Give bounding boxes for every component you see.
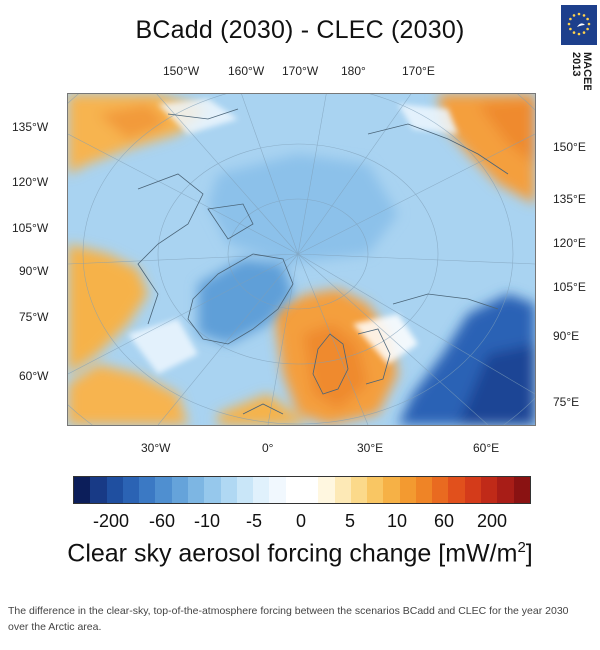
colorbar-cell: [253, 477, 270, 503]
unit-close: ]: [525, 539, 533, 568]
lon-label-left: 120°W: [12, 175, 49, 189]
colorbar-cell: [155, 477, 172, 503]
colorbar-cell: [74, 477, 91, 503]
colorbar-cell: [350, 477, 368, 503]
colorbar-cell: [415, 477, 433, 503]
lon-label-right: 105°E: [553, 280, 586, 294]
colorbar-cell: [334, 477, 351, 503]
map-title: BCadd (2030) - CLEC (2030): [135, 16, 465, 44]
colorbar-cell: [269, 477, 286, 503]
logo-text: MACEB 2013: [562, 50, 598, 92]
unit-exponent: 2: [517, 539, 526, 556]
colorbar-cell: [464, 477, 482, 503]
colorbar-cell: [285, 477, 302, 503]
colorbar-cell: [383, 477, 400, 503]
colorbar-cell: [513, 477, 530, 503]
arctic-forcing-map: [67, 93, 536, 426]
colorbar-cell: [171, 477, 188, 503]
colorbar-cell: [122, 477, 140, 503]
logo-name: MACEB: [581, 52, 593, 90]
colorbar-tick-label: 200: [476, 511, 508, 531]
lon-label-right: 135°E: [553, 192, 586, 206]
colorbar-cell: [497, 477, 514, 503]
colorbar-cell: [106, 477, 123, 503]
colorbar-unit-label: Clear sky aerosol forcing change [mW/m2]: [0, 539, 600, 568]
lon-label-right: 75°E: [553, 395, 580, 409]
colorbar-cell: [481, 477, 498, 503]
lon-label-bottom: 60°E: [473, 441, 500, 455]
colorbar-tick-label: 0: [295, 511, 307, 531]
logo-year: 2013: [570, 52, 582, 76]
lon-label-bottom: 30°W: [141, 441, 171, 455]
lon-label-top: 150°W: [163, 64, 200, 78]
colorbar-tick-label: 10: [386, 511, 408, 531]
lon-label-bottom: 30°E: [357, 441, 384, 455]
colorbar-tick-label: 5: [344, 511, 356, 531]
colorbar-cell: [139, 477, 156, 503]
colorbar-cell: [204, 477, 221, 503]
colorbar-tick-label: -200: [92, 511, 130, 531]
maceb-logo: [561, 5, 597, 45]
map-canvas: [68, 94, 535, 425]
colorbar: [73, 476, 531, 504]
colorbar-cell: [90, 477, 107, 503]
lon-label-top: 170°W: [282, 64, 319, 78]
colorbar-tick-label: -60: [148, 511, 176, 531]
lon-label-top: 160°W: [228, 64, 265, 78]
lon-label-right: 150°E: [553, 140, 586, 154]
colorbar-tick-label: -10: [193, 511, 221, 531]
lon-label-top: 170°E: [402, 64, 435, 78]
lon-label-top: 180°: [341, 64, 366, 78]
colorbar-cell: [399, 477, 416, 503]
figure-caption: The difference in the clear-sky, top-of-…: [8, 605, 569, 633]
eu-stars-icon: [567, 12, 591, 36]
lon-label-right: 90°E: [553, 329, 580, 343]
lon-label-left: 75°W: [19, 310, 49, 324]
colorbar-cell: [236, 477, 254, 503]
lon-label-bottom: 0°: [262, 441, 274, 455]
colorbar-cell: [318, 477, 335, 503]
lon-label-left: 135°W: [12, 120, 49, 134]
colorbar-cell: [448, 477, 465, 503]
colorbar-cell: [220, 477, 237, 503]
colorbar-cell: [187, 477, 205, 503]
lon-label-left: 60°W: [19, 369, 49, 383]
colorbar-cell: [367, 477, 384, 503]
colorbar-tick-label: -5: [245, 511, 263, 531]
lon-label-left: 90°W: [19, 264, 49, 278]
colorbar-tick-label: 60: [433, 511, 455, 531]
colorbar-cell: [432, 477, 449, 503]
lon-label-right: 120°E: [553, 236, 586, 250]
lon-label-left: 105°W: [12, 221, 49, 235]
colorbar-cell: [301, 477, 319, 503]
unit-text: Clear sky aerosol forcing change [mW/m: [67, 539, 518, 568]
